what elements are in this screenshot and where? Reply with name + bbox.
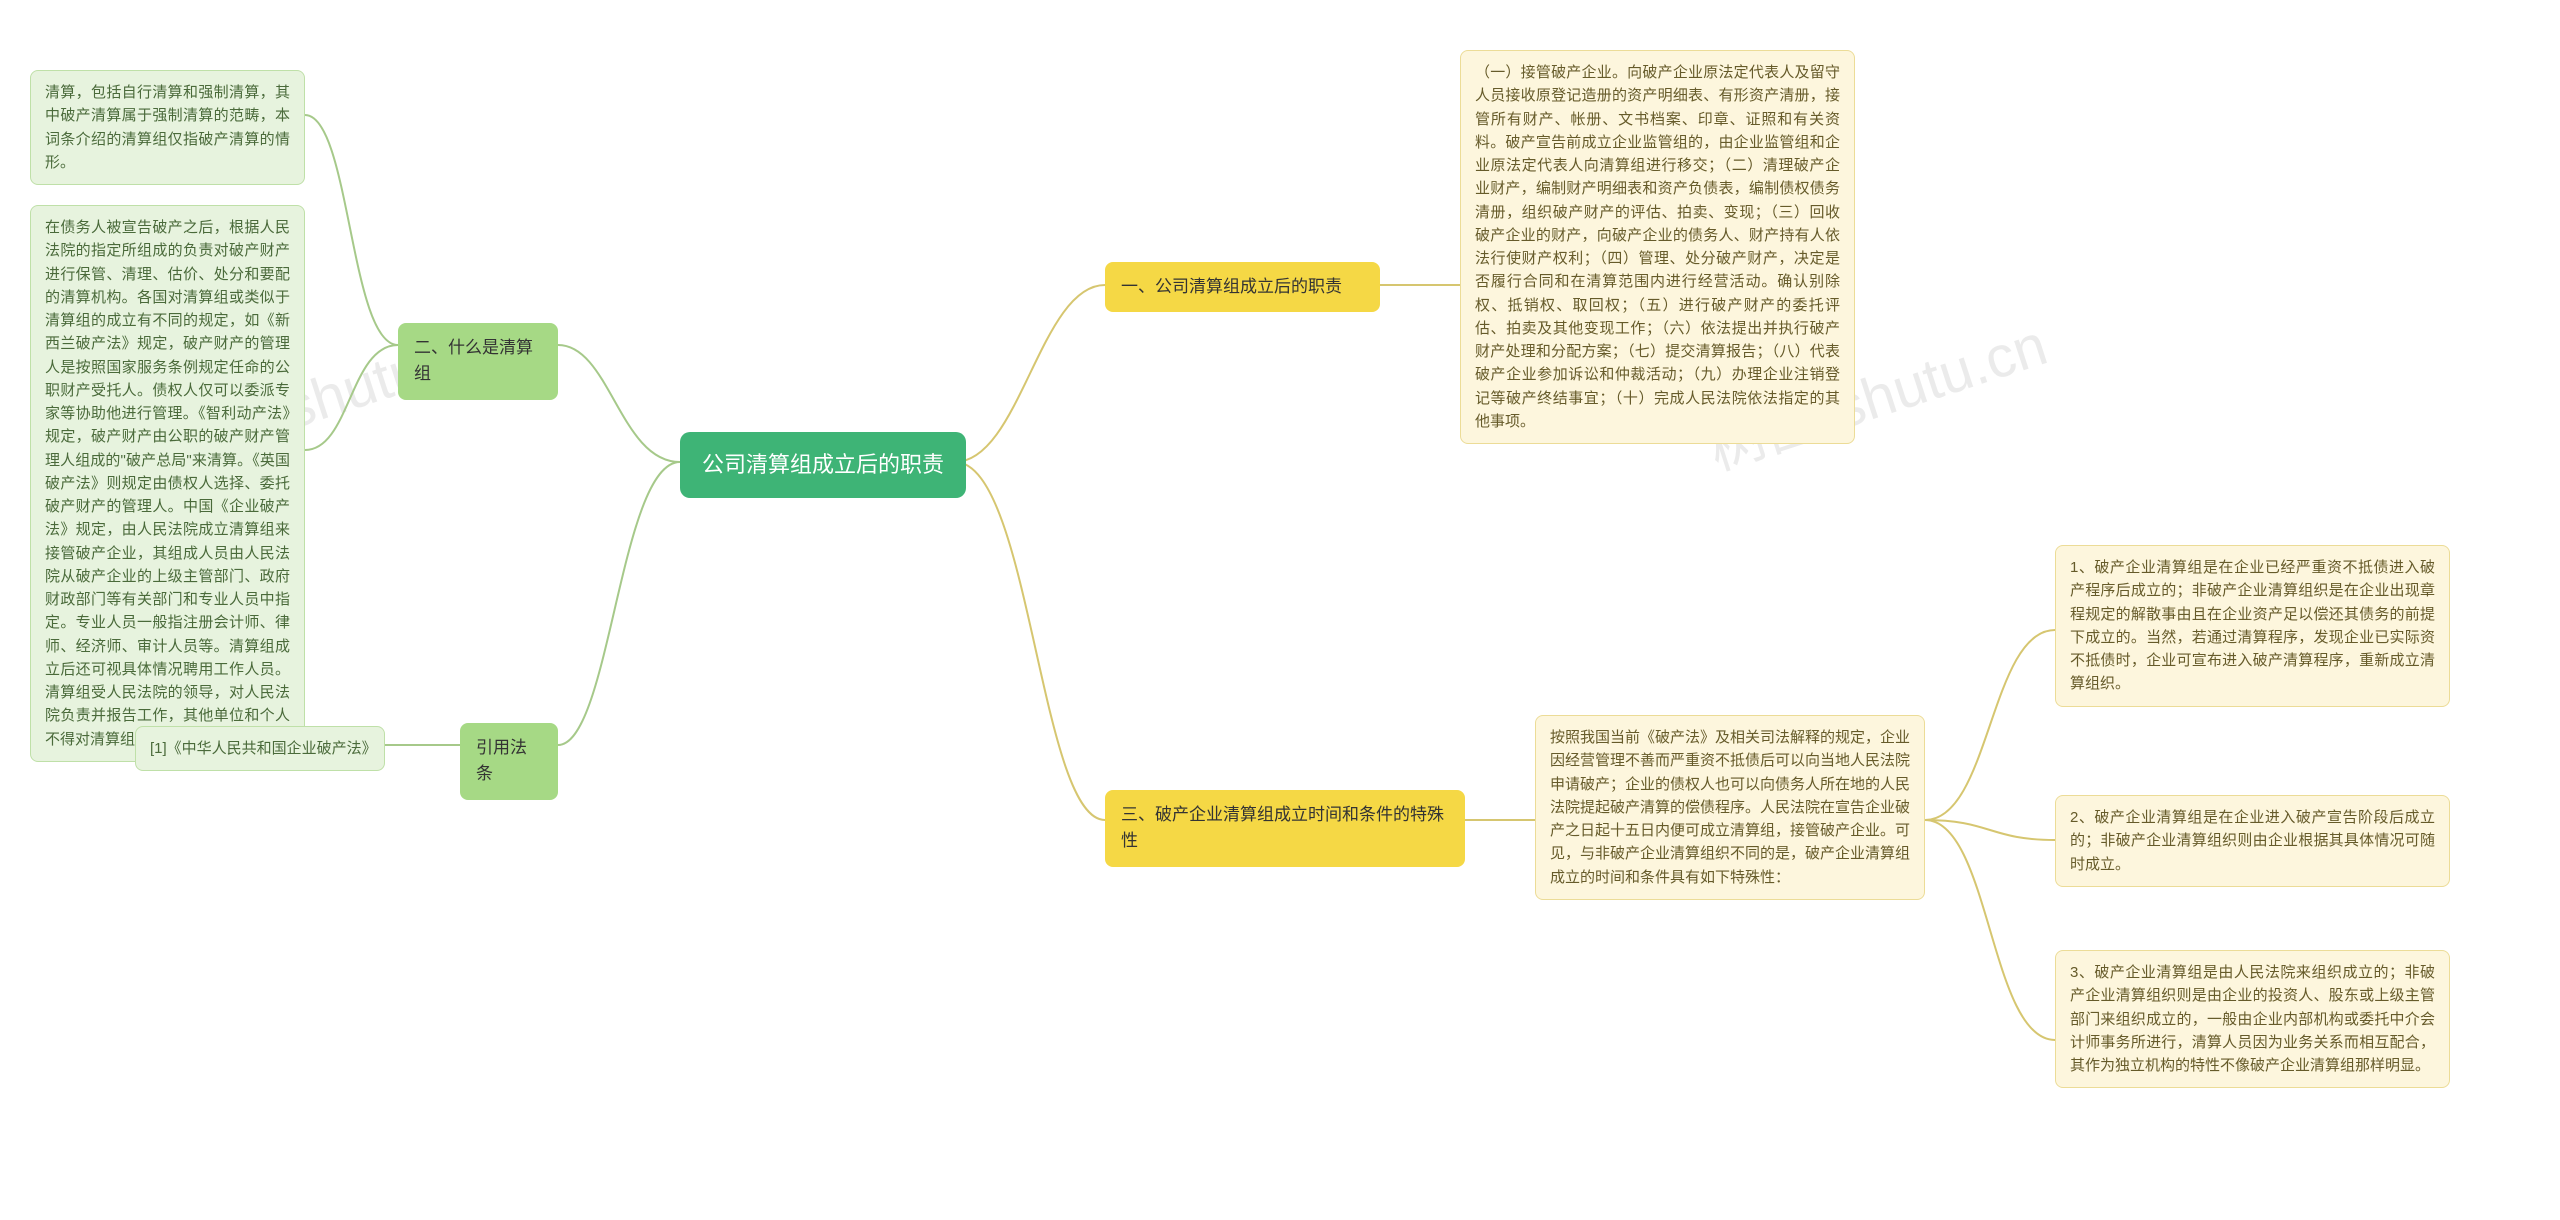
leaf-l1-a: 清算，包括自行清算和强制清算，其中破产清算属于强制清算的范畴，本词条介绍的清算组… <box>30 70 305 185</box>
node-r1[interactable]: 一、公司清算组成立后的职责 <box>1105 262 1380 312</box>
node-l2[interactable]: 引用法条 <box>460 723 558 800</box>
root-node[interactable]: 公司清算组成立后的职责 <box>680 432 966 498</box>
node-r2[interactable]: 三、破产企业清算组成立时间和条件的特殊性 <box>1105 790 1465 867</box>
leaf-r2-mid: 按照我国当前《破产法》及相关司法解释的规定，企业因经营管理不善而严重资不抵债后可… <box>1535 715 1925 900</box>
leaf-r2-3: 3、破产企业清算组是由人民法院来组织成立的；非破产企业清算组织则是由企业的投资人… <box>2055 950 2450 1088</box>
node-l1[interactable]: 二、什么是清算组 <box>398 323 558 400</box>
leaf-r1: （一）接管破产企业。向破产企业原法定代表人及留守人员接收原登记造册的资产明细表、… <box>1460 50 1855 444</box>
leaf-r2-2: 2、破产企业清算组是在企业进入破产宣告阶段后成立的；非破产企业清算组织则由企业根… <box>2055 795 2450 887</box>
leaf-l1-b: 在债务人被宣告破产之后，根据人民法院的指定所组成的负责对破产财产进行保管、清理、… <box>30 205 305 762</box>
leaf-l2: [1]《中华人民共和国企业破产法》 <box>135 726 385 771</box>
leaf-r2-1: 1、破产企业清算组是在企业已经严重资不抵债进入破产程序后成立的；非破产企业清算组… <box>2055 545 2450 707</box>
